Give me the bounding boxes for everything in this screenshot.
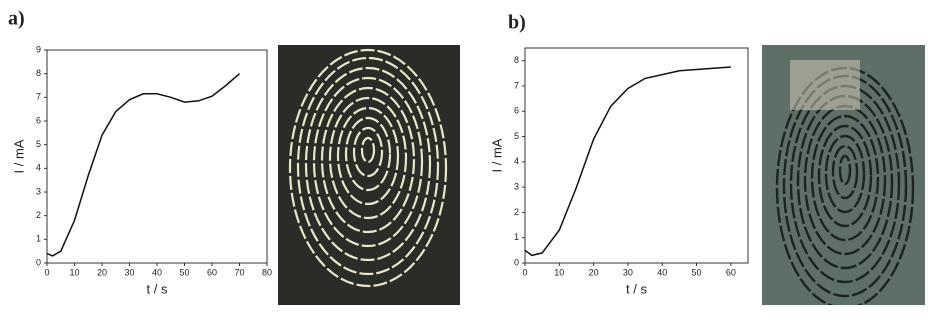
- y-tick-label: 5: [36, 139, 41, 149]
- x-tick-label: 50: [692, 267, 702, 277]
- x-axis-label: t / s: [147, 281, 168, 296]
- x-tick-label: 70: [234, 267, 244, 277]
- x-tick-label: 20: [97, 267, 107, 277]
- y-tick-label: 4: [36, 163, 41, 173]
- y-tick-label: 2: [36, 210, 41, 220]
- x-tick-label: 80: [262, 267, 272, 277]
- plot-frame: [47, 50, 267, 263]
- y-tick-label: 5: [514, 131, 519, 141]
- panel-label: a): [8, 8, 25, 30]
- y-tick-label: 6: [36, 115, 41, 125]
- y-tick-label: 8: [36, 68, 41, 78]
- fingerprint-photo: [278, 45, 460, 305]
- y-tick-label: 8: [514, 55, 519, 65]
- fingerprint-photo: [762, 45, 925, 308]
- x-axis-label: t / s: [626, 281, 647, 296]
- y-tick-label: 7: [514, 80, 519, 90]
- data-line: [525, 67, 731, 255]
- x-tick-label: 40: [657, 267, 667, 277]
- panel-label: b): [508, 12, 526, 34]
- x-tick-label: 20: [589, 267, 599, 277]
- x-tick-label: 10: [69, 267, 79, 277]
- x-tick-label: 60: [726, 267, 736, 277]
- x-tick-label: 30: [124, 267, 134, 277]
- y-tick-label: 0: [514, 257, 519, 267]
- y-tick-label: 9: [36, 44, 41, 54]
- y-tick-label: 4: [514, 156, 519, 166]
- y-tick-label: 2: [514, 207, 519, 217]
- x-tick-label: 60: [207, 267, 217, 277]
- data-line: [47, 74, 240, 256]
- x-tick-label: 40: [152, 267, 162, 277]
- y-tick-label: 1: [514, 232, 519, 242]
- y-tick-label: 3: [514, 181, 519, 191]
- y-axis-label: I / mA: [11, 139, 26, 173]
- x-tick-label: 0: [44, 267, 49, 277]
- y-axis-label: I / mA: [489, 138, 504, 172]
- x-tick-label: 10: [554, 267, 564, 277]
- figure: a)010203040506070800123456789t / sI / mA…: [0, 0, 930, 316]
- x-tick-label: 0: [522, 267, 527, 277]
- y-tick-label: 6: [514, 106, 519, 116]
- x-tick-label: 30: [623, 267, 633, 277]
- x-tick-label: 50: [179, 267, 189, 277]
- y-tick-label: 3: [36, 186, 41, 196]
- y-tick-label: 1: [36, 234, 41, 244]
- y-tick-label: 0: [36, 257, 41, 267]
- y-tick-label: 7: [36, 92, 41, 102]
